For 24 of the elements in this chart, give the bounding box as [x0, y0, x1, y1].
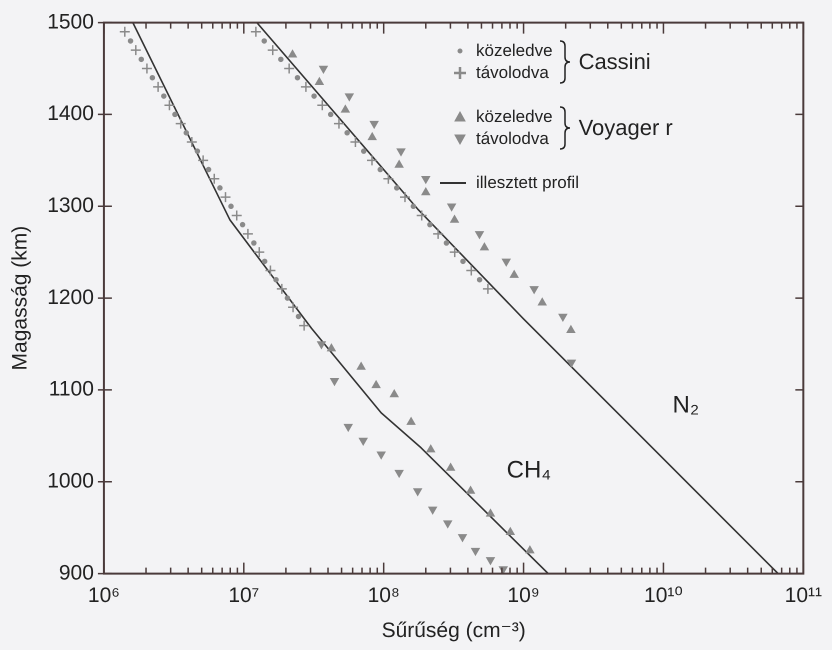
- legend-label: távolodva: [476, 129, 549, 149]
- y-tick-label: 900: [58, 561, 94, 584]
- annotation: Cassini: [578, 49, 651, 75]
- annotation: Voyager r: [578, 115, 673, 141]
- y-tick-label: 1500: [47, 10, 94, 34]
- annotation: N₂: [672, 392, 700, 419]
- y-tick-label: 1200: [47, 286, 94, 309]
- x-tick-label: 10⁸: [368, 584, 400, 607]
- legend-label: illesztett profil: [476, 173, 579, 193]
- x-tick-label: 10¹⁰: [644, 584, 683, 607]
- y-tick-label: 1000: [47, 470, 94, 493]
- x-tick-label: 10¹¹: [784, 584, 822, 607]
- x-tick-label: 10⁶: [88, 584, 120, 607]
- x-axis-title: Sűrűség (cm⁻³): [382, 619, 526, 642]
- y-tick-label: 1400: [47, 102, 94, 126]
- legend-label: közeledve: [476, 41, 553, 61]
- x-tick-label: 10⁷: [228, 584, 260, 607]
- legend-label: közeledve: [476, 107, 553, 127]
- y-tick-label: 1300: [47, 194, 94, 218]
- x-tick-label: 10⁹: [507, 584, 540, 607]
- y-tick-label: 1100: [48, 378, 94, 401]
- annotation: CH₄: [506, 456, 552, 484]
- y-axis-title: Magasság (km): [8, 226, 32, 370]
- legend-label: távolodva: [476, 63, 549, 83]
